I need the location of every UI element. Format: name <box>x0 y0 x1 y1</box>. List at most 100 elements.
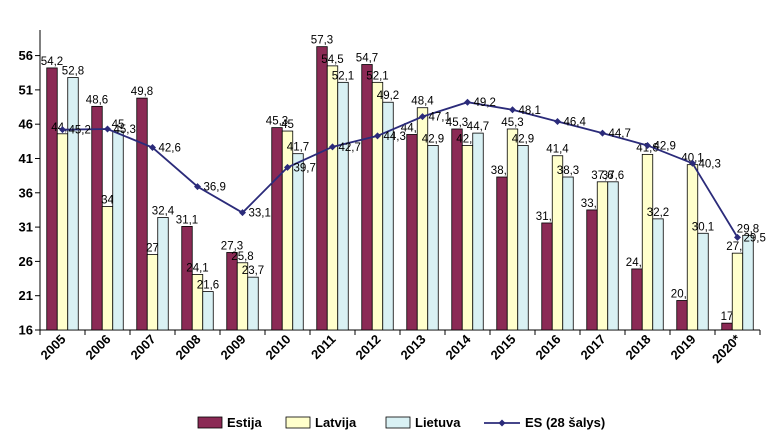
bar-data-label: 29,8 <box>737 223 759 235</box>
bar-latvija <box>146 254 159 331</box>
bar-lietuva <box>607 181 619 331</box>
y-tick-label: 16 <box>19 323 33 338</box>
line-marker <box>239 209 246 217</box>
bar-data-label: 27 <box>146 243 159 255</box>
bar-latvija <box>731 252 744 331</box>
bar-lietuva <box>157 217 169 331</box>
bar-lietuva <box>472 132 484 331</box>
line-marker <box>284 163 291 171</box>
bar-data-label: 54,5 <box>321 54 343 66</box>
bar-data-label: 57,3 <box>311 35 333 47</box>
x-tick-label: 2015 <box>488 332 519 363</box>
legend-label: Latvija <box>315 415 357 430</box>
x-tick-label: 2016 <box>533 332 564 363</box>
line-marker <box>599 129 606 137</box>
bar-data-label: 30,1 <box>692 221 714 233</box>
bar-lietuva <box>697 232 709 331</box>
bar-data-label: 45 <box>112 119 125 131</box>
bar-data-label: 52,1 <box>332 70 354 82</box>
bar-data-label: 25,8 <box>231 251 253 263</box>
line-marker <box>734 233 741 241</box>
bar-latvija <box>371 81 384 331</box>
bar-lietuva <box>202 291 214 331</box>
bar-latvija <box>461 145 474 331</box>
bar-data-label: 24,1 <box>186 262 208 274</box>
y-tick-label: 26 <box>19 254 33 269</box>
line-marker <box>509 106 516 114</box>
bar-data-label: 27,3 <box>221 240 243 252</box>
x-tick-label: 2010 <box>263 332 294 363</box>
x-tick-label: 2017 <box>578 332 609 363</box>
bar-lietuva <box>337 81 349 331</box>
legend-swatch <box>385 416 411 429</box>
bar-latvija <box>56 133 69 331</box>
bar-data-label: 48,4 <box>411 96 434 108</box>
line-es-28 <box>62 101 739 238</box>
bar-lietuva <box>742 234 754 331</box>
bar-lietuva <box>652 218 664 331</box>
line-data-label: 44,3 <box>384 131 406 143</box>
bar-data-label: 45,3 <box>266 116 288 128</box>
line-data-label: 47,1 <box>429 112 451 124</box>
x-tick-label: 2014 <box>443 331 475 363</box>
x-tick-label: 2020* <box>709 331 744 366</box>
y-tick-label: 56 <box>19 48 33 63</box>
legend-label: Estija <box>227 415 262 430</box>
bar-estija <box>721 322 733 331</box>
bar-estija <box>586 209 598 331</box>
bar-latvija <box>506 128 519 331</box>
bar-latvija <box>551 155 564 331</box>
bar-estija <box>226 252 238 331</box>
bar-estija <box>46 67 58 331</box>
bar-data-label: 37,6 <box>591 170 613 182</box>
bar-data-label: 32,4 <box>152 205 175 217</box>
legend-line-marker <box>498 419 506 427</box>
bar-data-label: 23,7 <box>242 265 264 277</box>
line-data-label: 42,6 <box>159 143 181 155</box>
line-data-label: 49,2 <box>474 97 496 109</box>
bar-estija <box>316 46 328 331</box>
bar-estija <box>91 105 103 331</box>
bar-lietuva <box>382 101 394 331</box>
bar-data-label: 54,7 <box>356 53 378 65</box>
line-data-label: 42,7 <box>339 142 361 154</box>
line-marker <box>644 141 651 149</box>
bar-data-label: 31,1 <box>176 214 198 226</box>
bar-data-label: 41,7 <box>287 142 309 154</box>
line-data-label: 45,3 <box>114 124 136 136</box>
bar-data-label: 38,3 <box>557 165 579 177</box>
bar-estija <box>406 134 418 331</box>
bar-data-label: 54,2 <box>41 56 63 68</box>
bar-latvija <box>281 130 294 331</box>
bar-data-label: 52,1 <box>366 70 388 82</box>
bar-data-label: 32,2 <box>647 207 669 219</box>
bar-data-label: 45 <box>281 119 294 131</box>
x-tick-label: 2009 <box>218 332 249 363</box>
bar-data-label: 21,6 <box>197 280 219 292</box>
bar-estija <box>451 128 463 331</box>
x-tick-label: 2019 <box>668 332 699 363</box>
bar-data-label: 42,9 <box>422 133 444 145</box>
line-data-label: 48,1 <box>519 105 541 117</box>
y-tick-label: 51 <box>19 82 33 97</box>
bar-lietuva <box>247 276 259 331</box>
x-tick-label: 2005 <box>38 332 69 363</box>
line-marker <box>329 143 336 151</box>
bar-lietuva <box>427 145 439 331</box>
y-tick-label: 41 <box>19 151 33 166</box>
line-data-label: 46,4 <box>564 116 587 128</box>
bar-estija <box>361 64 373 331</box>
bar-data-label: 44,7 <box>467 121 489 133</box>
legend-swatch <box>285 416 311 429</box>
line-data-label: 33,1 <box>249 208 271 220</box>
line-marker <box>689 159 696 167</box>
bar-lietuva <box>517 145 529 331</box>
y-tick-label: 31 <box>19 220 33 235</box>
bar-data-label: 49,2 <box>377 90 399 102</box>
line-marker <box>554 117 561 125</box>
x-tick-label: 2018 <box>623 332 654 363</box>
line-marker <box>194 183 201 191</box>
line-marker <box>419 113 426 121</box>
bar-lietuva <box>112 130 124 331</box>
